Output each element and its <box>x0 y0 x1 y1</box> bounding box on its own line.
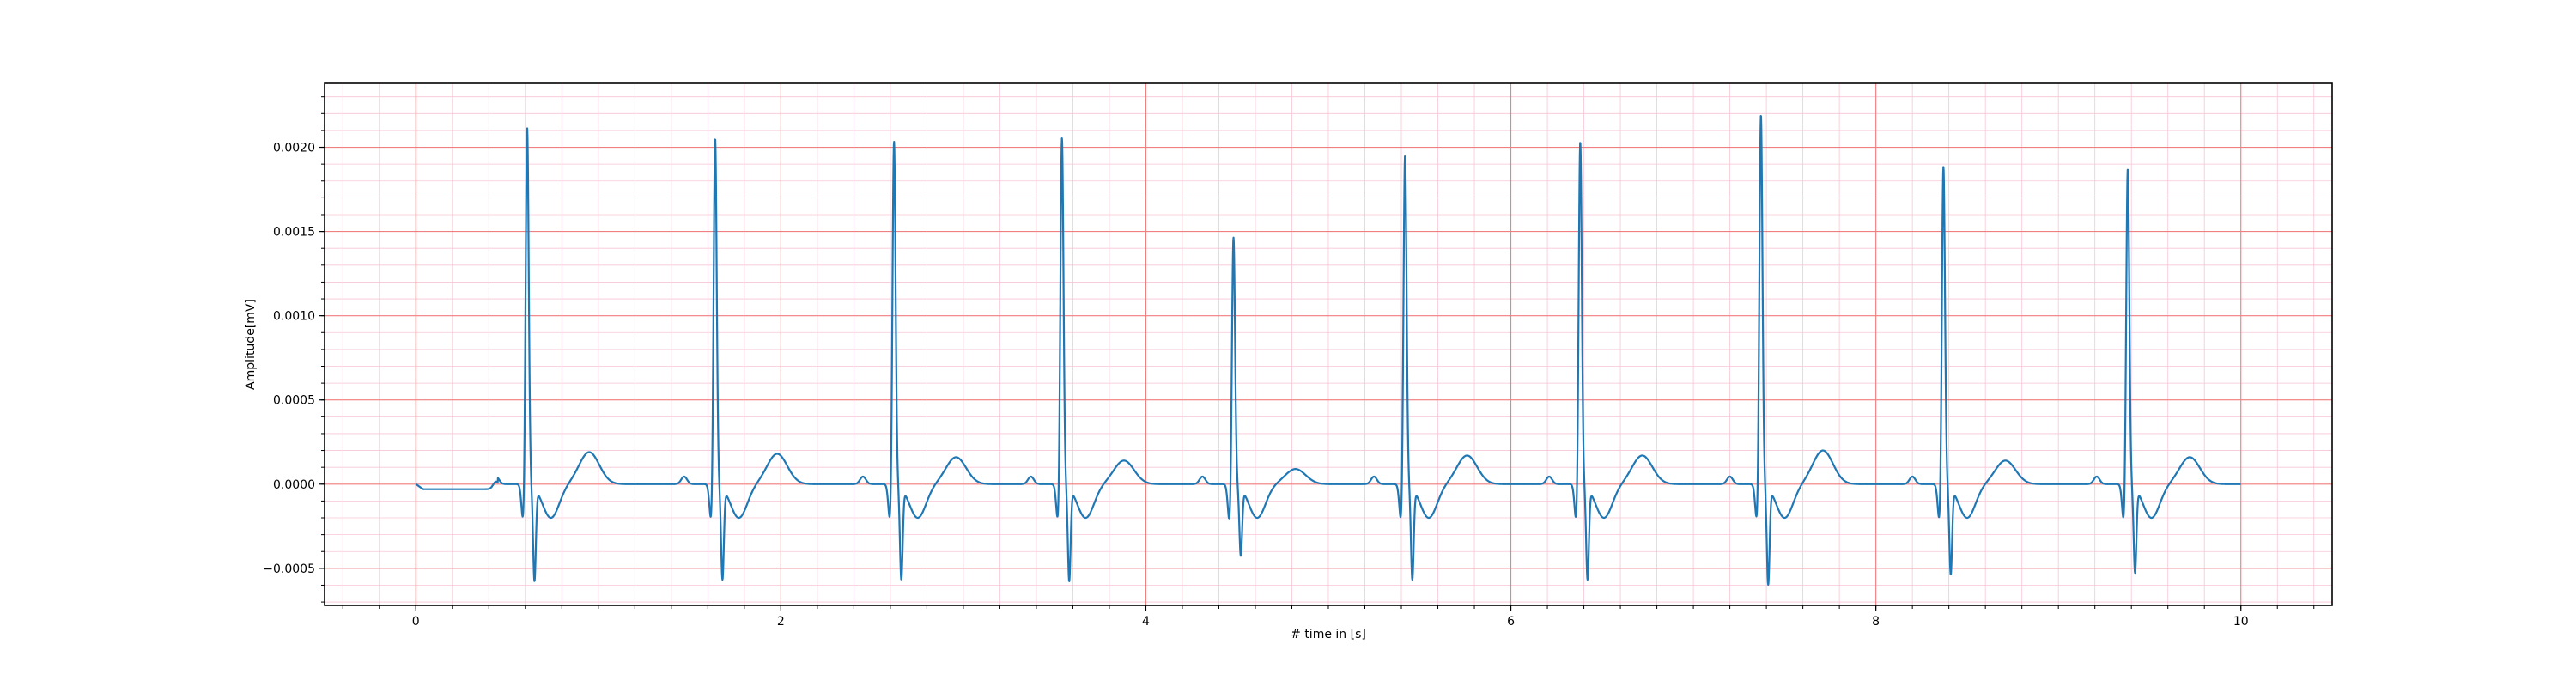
y-tick-label: 0.0015 <box>273 226 315 240</box>
y-tick-label: 0.0000 <box>273 478 315 492</box>
r-peak-point <box>1231 230 1235 234</box>
y-tick-label: 0.0010 <box>273 310 315 324</box>
y-axis-label: Amplitude[mV] <box>244 299 258 390</box>
r-peak-point <box>1403 147 1406 150</box>
x-axis-label: # time in [s] <box>1291 628 1366 641</box>
y-axis-ticks: −0.0005 0.0000 0.0005 0.0010 0.0015 0.0020 <box>263 96 325 603</box>
x-tick-label: 4 <box>1142 615 1150 629</box>
x-tick-label: 0 <box>412 615 420 629</box>
r-peak-point <box>892 134 896 137</box>
r-peak-point <box>1578 134 1582 137</box>
y-tick-label: 0.0020 <box>273 142 315 155</box>
x-tick-label: 6 <box>1507 615 1515 629</box>
r-peak-point <box>526 120 529 124</box>
r-peak-point <box>1941 159 1945 162</box>
ecg-series-line <box>415 114 2242 586</box>
y-tick-label: 0.0005 <box>273 394 315 408</box>
r-peak-point <box>1759 106 1763 110</box>
x-tick-label: 2 <box>777 615 785 629</box>
r-peak-point <box>1060 131 1064 134</box>
r-peak-point <box>2126 161 2129 164</box>
x-tick-label: 10 <box>2233 615 2249 629</box>
y-tick-label: −0.0005 <box>263 562 315 576</box>
series-layer <box>415 106 2242 586</box>
x-axis-ticks: 0 2 4 6 8 10 <box>342 605 2315 629</box>
r-peak-point <box>714 131 717 134</box>
x-tick-label: 8 <box>1872 615 1880 629</box>
